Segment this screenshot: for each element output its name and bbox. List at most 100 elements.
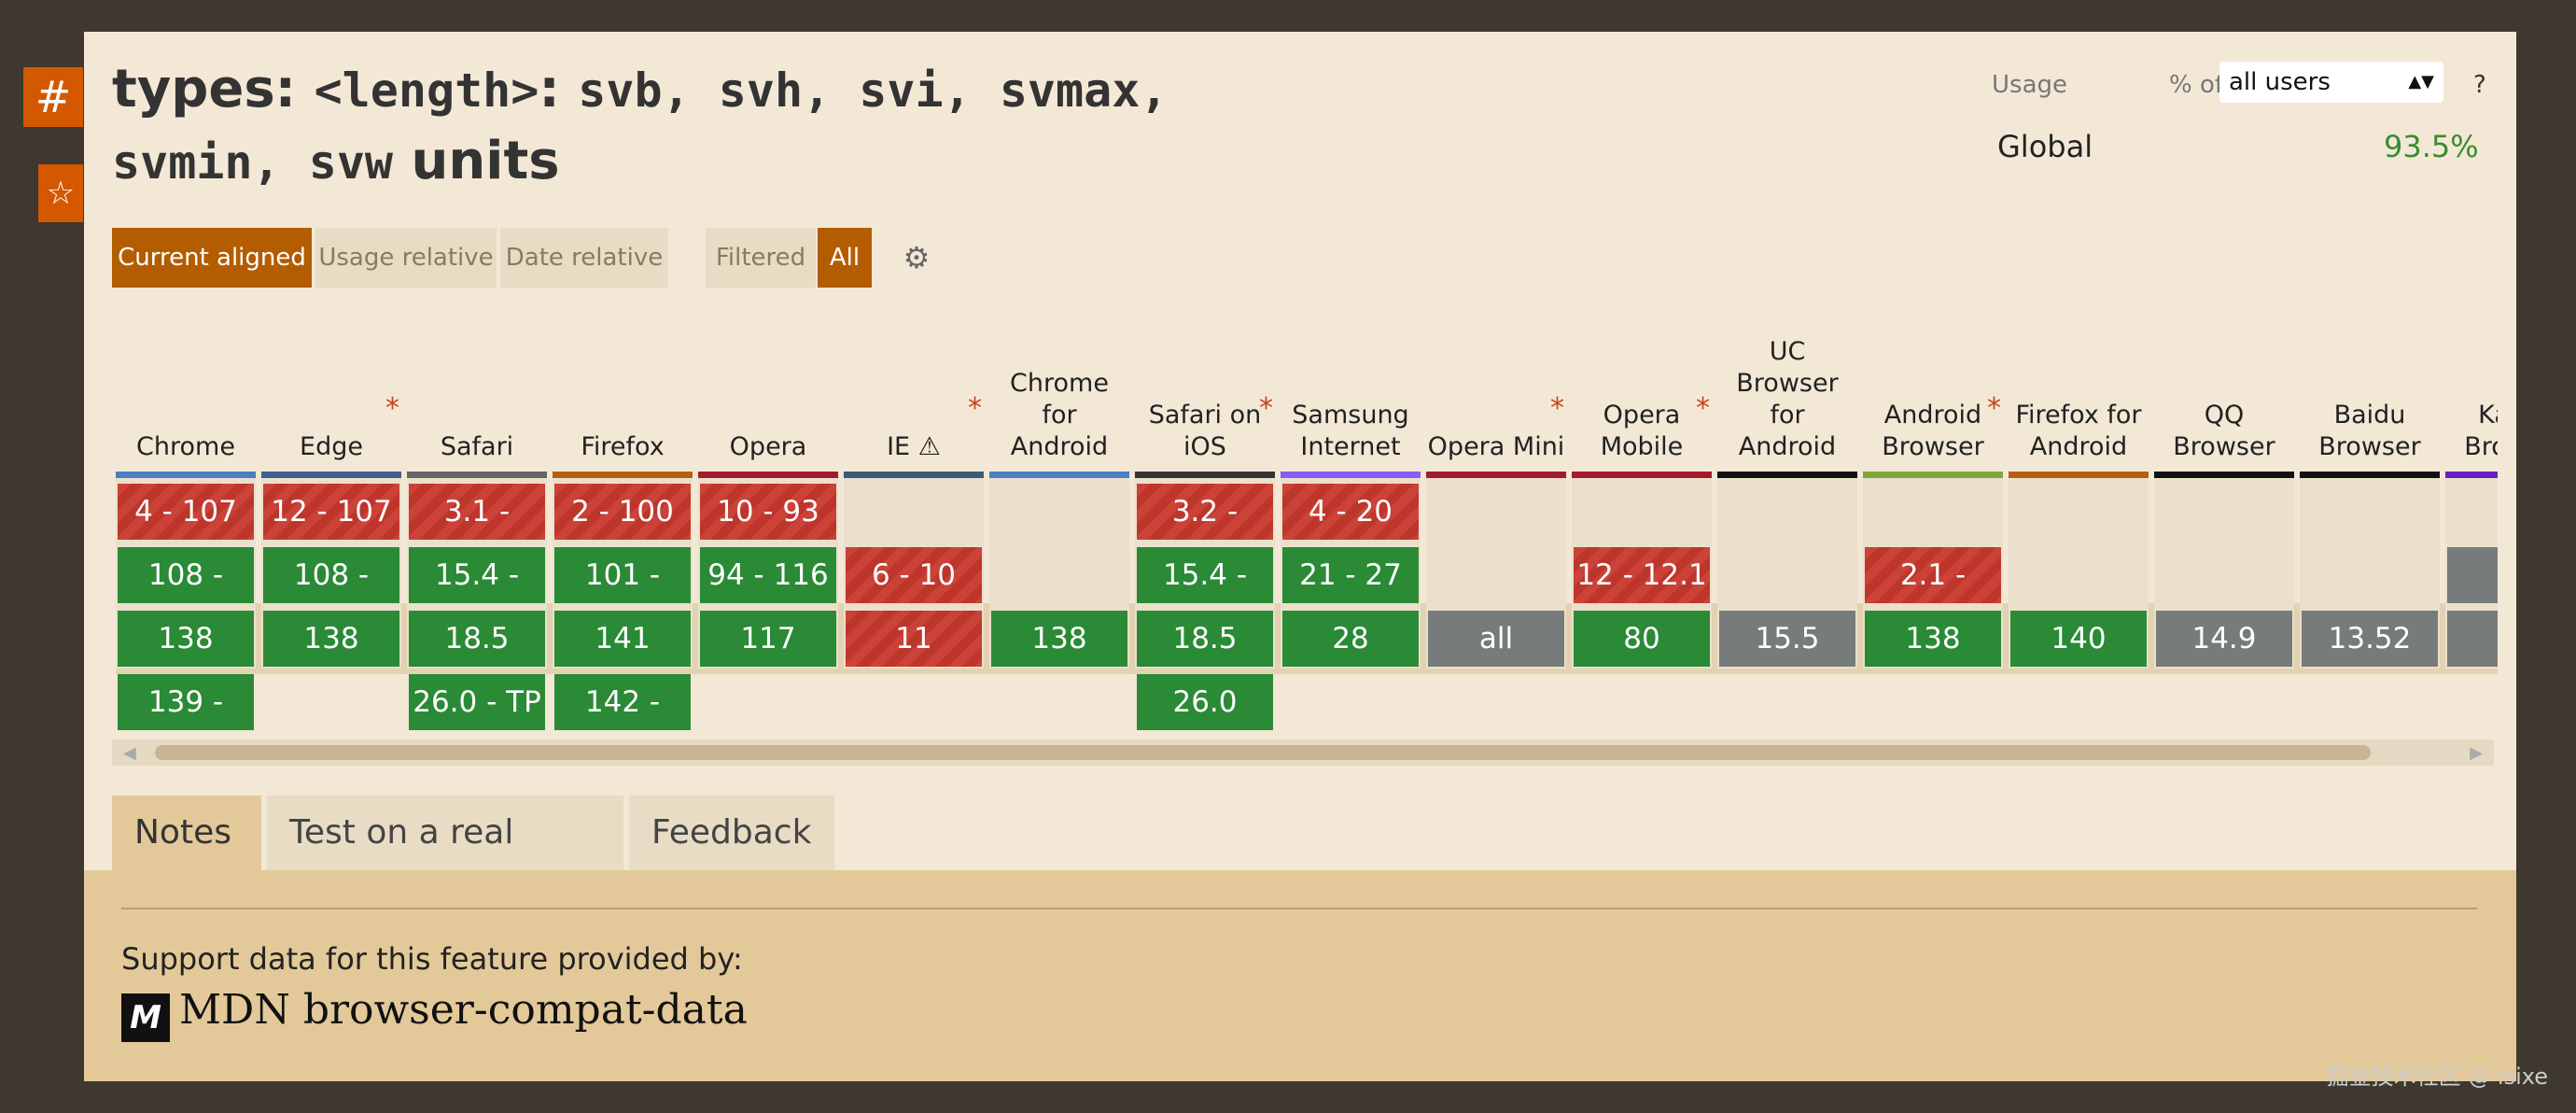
browser-header[interactable]: KaiOS Browser xyxy=(2464,401,2498,461)
version-cell[interactable] xyxy=(2447,547,2498,603)
version-cell[interactable]: 2 - 100 xyxy=(554,484,691,540)
browser-header[interactable]: Safari on iOS xyxy=(1148,401,1262,461)
support-text: Support data for this feature provided b… xyxy=(121,941,743,977)
version-cell[interactable]: 108 - 137 xyxy=(118,547,254,648)
usage-relative-button[interactable]: Usage relative xyxy=(315,228,497,288)
version-cell[interactable]: all xyxy=(1428,611,1564,667)
version-cell[interactable]: 142 - 144 xyxy=(554,674,691,730)
browser-header[interactable]: Firefox for Android xyxy=(2015,401,2142,461)
version-cell[interactable]: 138 xyxy=(1865,611,2001,667)
browser-column: Edge * 12 - 107 108 - 137138 xyxy=(261,312,401,732)
version-cell[interactable]: 26.0 xyxy=(1137,674,1273,730)
permalink-hash-button[interactable]: # xyxy=(23,67,83,127)
hash-icon: # xyxy=(35,72,72,122)
settings-gear-icon[interactable]: ⚙ xyxy=(903,240,931,275)
note-asterisk[interactable]: * xyxy=(1550,392,1564,425)
horizontal-scrollbar[interactable]: ◀ ▶ xyxy=(112,740,2494,766)
browser-header[interactable]: Samsung Internet xyxy=(1292,401,1409,461)
version-cell[interactable]: 138 xyxy=(263,611,399,667)
browser-color-bar xyxy=(1572,472,1712,478)
notes-panel: Support data for this feature provided b… xyxy=(84,870,2516,1081)
usage-help-button[interactable]: ? xyxy=(2473,71,2486,99)
version-cell[interactable]: 11 xyxy=(846,611,982,667)
version-cell[interactable]: 18.5 xyxy=(1137,611,1273,667)
scrollbar-thumb[interactable] xyxy=(155,745,2371,760)
all-button[interactable]: All xyxy=(818,228,872,288)
version-cell[interactable]: 14.9 xyxy=(2156,611,2292,667)
browser-column: KaiOS Browser xyxy=(2445,312,2498,732)
page-title: types: <length>: svb, svh, svi, svmax, s… xyxy=(112,54,1325,198)
version-cell[interactable]: 26.0 - TP xyxy=(409,674,545,730)
browser-header[interactable]: Edge xyxy=(300,432,363,461)
version-cell[interactable]: 21 - 27 xyxy=(1282,547,1419,603)
browser-header[interactable]: Chrome for Android xyxy=(1010,369,1109,461)
browser-color-bar xyxy=(116,472,256,478)
browser-header[interactable]: IE ⚠ xyxy=(887,432,941,461)
browser-column: Baidu Browser 13.52 xyxy=(2300,312,2440,732)
usage-users-select[interactable]: all users ▲▼ xyxy=(2219,62,2443,103)
version-cell[interactable]: 4 - 20 xyxy=(1282,484,1419,540)
title-code-length: <length> xyxy=(314,63,539,118)
note-asterisk[interactable]: * xyxy=(385,392,399,425)
browser-header[interactable]: Baidu Browser xyxy=(2318,401,2421,461)
browser-column: Opera 10 - 93 94 - 116 117 xyxy=(698,312,838,732)
usage-label: Usage xyxy=(1992,71,2068,99)
browser-header[interactable]: Firefox xyxy=(581,432,665,461)
browser-header[interactable]: Safari xyxy=(440,432,514,461)
version-cell[interactable]: 138 xyxy=(991,611,1127,667)
version-cell[interactable]: 12 - 107 xyxy=(263,484,399,540)
browser-header[interactable]: Opera Mobile xyxy=(1600,401,1684,461)
scroll-left-arrow-icon[interactable]: ◀ xyxy=(123,743,136,763)
browser-color-bar xyxy=(2009,472,2149,478)
version-cell[interactable]: 15.5 xyxy=(1719,611,1855,667)
version-cell[interactable]: 80 xyxy=(1574,611,1710,667)
version-cell[interactable]: 10 - 93 xyxy=(700,484,836,540)
note-asterisk[interactable]: * xyxy=(1696,392,1710,425)
filtered-button[interactable]: Filtered xyxy=(706,228,816,288)
tab-notes[interactable]: Notes xyxy=(112,796,261,870)
date-relative-button[interactable]: Date relative xyxy=(500,228,668,288)
browser-header[interactable]: UC Browser for Android xyxy=(1736,337,1839,461)
note-asterisk[interactable]: * xyxy=(968,392,982,425)
browser-header[interactable]: Opera xyxy=(729,432,807,461)
version-cell[interactable]: 3.1 - 15.3 xyxy=(409,484,545,585)
version-cell[interactable]: 18.5 xyxy=(409,611,545,667)
browser-column: Chrome for Android 138 xyxy=(989,312,1129,732)
version-cell[interactable]: 108 - 137 xyxy=(263,547,399,648)
version-cell[interactable]: 94 - 116 xyxy=(700,547,836,603)
browser-column: UC Browser for Android 15.5 xyxy=(1717,312,1857,732)
version-cell[interactable]: 138 xyxy=(118,611,254,667)
mdn-link[interactable]: MDN browser-compat-data xyxy=(179,986,748,1034)
version-cell[interactable]: 141 xyxy=(554,611,691,667)
note-asterisk[interactable]: * xyxy=(1987,392,2001,425)
tab-feedback[interactable]: Feedback xyxy=(629,796,834,870)
tab-test-real-browser[interactable]: Test on a real browser xyxy=(267,796,623,926)
browser-color-bar xyxy=(261,472,401,478)
browser-header[interactable]: Opera Mini xyxy=(1427,432,1565,461)
version-cell[interactable]: 3.2 - 15.3 xyxy=(1137,484,1273,585)
browser-header[interactable]: Android Browser xyxy=(1882,401,1984,461)
current-aligned-button[interactable]: Current aligned xyxy=(112,228,312,288)
browser-column: Opera Mobile * 12 - 12.1 80 xyxy=(1572,312,1712,732)
version-cell[interactable]: 13.52 xyxy=(2302,611,2438,667)
version-cell[interactable]: 15.4 - 18.4 xyxy=(409,547,545,648)
version-cell[interactable]: 15.4 - 18.4 xyxy=(1137,547,1273,648)
version-cell[interactable]: 4 - 107 xyxy=(118,484,254,540)
version-cell[interactable]: 6 - 10 xyxy=(846,547,982,603)
note-asterisk[interactable]: * xyxy=(1259,392,1273,425)
version-cell[interactable]: 139 - 141 xyxy=(118,674,254,730)
version-cell[interactable]: 117 xyxy=(700,611,836,667)
scroll-right-arrow-icon[interactable]: ▶ xyxy=(2470,743,2483,763)
browser-header[interactable]: Chrome xyxy=(136,432,235,461)
version-cell[interactable]: 2.1 - 4.4.4 xyxy=(1865,547,2001,648)
title-suffix: units xyxy=(393,131,560,191)
version-cell[interactable]: 12 - 12.1 xyxy=(1574,547,1710,603)
version-cell[interactable]: 28 xyxy=(1282,611,1419,667)
version-cell[interactable]: 140 xyxy=(2010,611,2147,667)
favorite-star-button[interactable]: ☆ xyxy=(38,164,83,222)
usage-box: Usage % of all users ▲▼ ? Global 93.5% xyxy=(1992,52,2496,164)
version-cell[interactable]: 101 - 140 xyxy=(554,547,691,648)
version-cell[interactable] xyxy=(2447,611,2498,667)
browser-column: Android Browser* 2.1 - 4.4.4138 xyxy=(1863,312,2003,732)
browser-header[interactable]: QQ Browser xyxy=(2173,401,2275,461)
